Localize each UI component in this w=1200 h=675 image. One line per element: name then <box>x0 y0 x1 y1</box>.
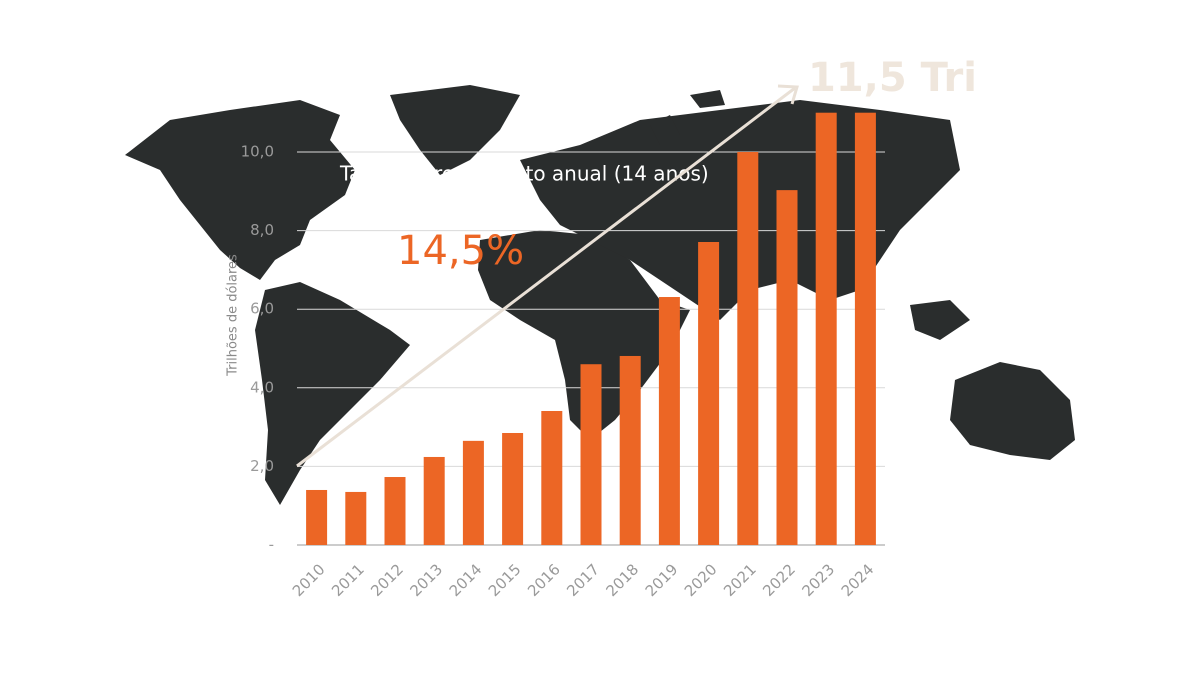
bar <box>698 241 720 545</box>
bar <box>541 410 563 545</box>
bar <box>345 491 367 545</box>
end-value: 11,5 Tri <box>808 55 977 101</box>
x-tick-label: 2021 <box>720 560 760 600</box>
y-tick-label: 8,0 <box>250 221 274 239</box>
x-tick-label: 2023 <box>798 560 838 600</box>
x-tick-label: 2022 <box>759 560 799 600</box>
bar <box>737 152 759 545</box>
bar <box>619 355 641 545</box>
arrow-head <box>777 84 799 105</box>
x-tick-label: 2012 <box>367 560 407 600</box>
x-tick-label: 2024 <box>838 560 878 600</box>
x-tick-label: 2013 <box>406 560 446 600</box>
x-tick-label: 2011 <box>328 560 368 600</box>
bar <box>462 440 484 545</box>
x-tick-label: 2017 <box>563 560 603 600</box>
x-tick-label: 2019 <box>642 560 682 600</box>
growth-label: Taxa de crescimento anual (14 anos) <box>339 162 709 186</box>
x-tick-label: 2016 <box>524 560 564 600</box>
x-tick-label: 2010 <box>289 560 329 600</box>
growth-rate: 14,5% <box>397 228 524 274</box>
y-axis-label: Trilhões de dólares <box>226 254 241 377</box>
bar <box>580 364 602 545</box>
y-tick-label: 6,0 <box>250 300 274 318</box>
x-tick-label: 2014 <box>446 560 486 600</box>
bar <box>306 489 328 545</box>
x-tick-label: 2015 <box>485 560 525 600</box>
y-tick-label: - <box>269 536 274 554</box>
trend-arrow <box>296 86 796 468</box>
bar <box>815 112 837 545</box>
bar <box>658 297 680 545</box>
bar <box>776 190 798 545</box>
y-tick-label: 2,0 <box>250 457 274 475</box>
x-tick-label: 2020 <box>681 560 721 600</box>
y-tick-label: 4,0 <box>250 378 274 396</box>
y-tick-label: 10,0 <box>241 143 274 161</box>
bar <box>502 432 524 545</box>
bar <box>423 456 445 545</box>
bar <box>384 477 406 545</box>
x-tick-label: 2018 <box>602 560 642 600</box>
bar <box>854 112 876 545</box>
